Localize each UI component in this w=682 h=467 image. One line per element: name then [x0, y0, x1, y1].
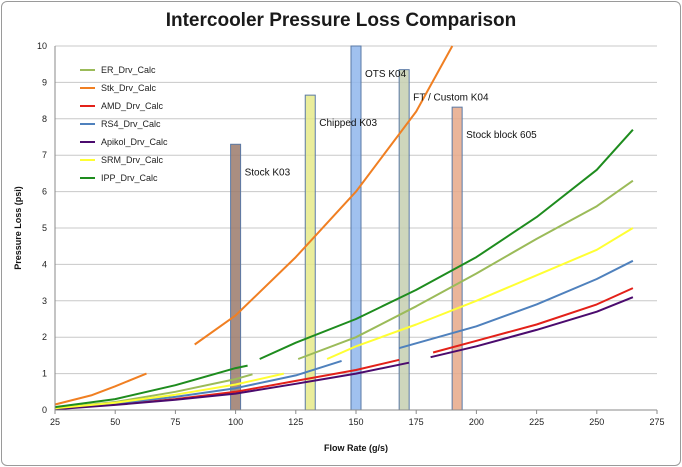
series-line-rs4-drv-calc [399, 259, 634, 350]
y-tick-label: 4 [42, 259, 47, 269]
y-axis-label: Pressure Loss (psi) [13, 186, 23, 270]
legend-label: IPP_Drv_Calc [101, 173, 158, 183]
series-line-apikol-drv-calc [430, 296, 634, 359]
legend-label: SRM_Drv_Calc [101, 155, 164, 165]
chart-title: Intercooler Pressure Loss Comparison [165, 10, 517, 31]
x-tick-label: 125 [288, 417, 303, 427]
series-line-er-drv-calc [297, 179, 634, 360]
x-tick-label: 250 [589, 417, 604, 427]
bar-chipped-k03 [304, 94, 316, 411]
series-line-srm-drv-calc [54, 372, 285, 410]
bar-ots-k04 [350, 45, 362, 411]
x-tick-label: 25 [50, 417, 60, 427]
x-tick-label: 150 [348, 417, 363, 427]
x-tick-label: 275 [649, 417, 664, 427]
bar-label: Chipped K03 [319, 118, 377, 129]
bar-label: OTS K04 [365, 69, 407, 80]
y-tick-label: 6 [42, 187, 47, 197]
bar-stock-block-605 [451, 106, 463, 411]
y-tick-label: 0 [42, 405, 47, 415]
bar-stock-k03 [230, 143, 242, 411]
y-tick-label: 10 [37, 41, 47, 51]
series-line-srm-drv-calc [326, 227, 634, 360]
bar-label: Stock block 605 [466, 130, 537, 141]
x-tick-label: 75 [170, 417, 180, 427]
legend-label: RS4_Drv_Calc [101, 119, 161, 129]
series-line-apikol-drv-calc [54, 361, 410, 411]
series-line-ipp-drv-calc [259, 129, 634, 360]
x-axis-label: Flow Rate (g/s) [324, 443, 388, 453]
y-tick-label: 2 [42, 332, 47, 342]
series-line-amd-drv-calc [54, 358, 400, 410]
bar-label: FT / Custom K04 [413, 93, 489, 104]
y-tick-label: 1 [42, 369, 47, 379]
legend-label: Apikol_Drv_Calc [101, 137, 168, 147]
y-tick-label: 3 [42, 296, 47, 306]
x-tick-label: 200 [469, 417, 484, 427]
bar-ft-custom-k04 [398, 69, 410, 411]
series-line-stk-drv-calc [194, 45, 454, 346]
series-line-stk-drv-calc [54, 372, 147, 406]
legend-label: AMD_Drv_Calc [101, 101, 164, 111]
x-tick-label: 50 [110, 417, 120, 427]
series-line-amd-drv-calc [432, 287, 634, 354]
series-line-ipp-drv-calc [54, 364, 248, 409]
legend-label: Stk_Drv_Calc [101, 83, 157, 93]
y-tick-label: 5 [42, 223, 47, 233]
bar-label: Stock K03 [245, 167, 291, 178]
y-tick-label: 7 [42, 150, 47, 160]
y-tick-label: 8 [42, 114, 47, 124]
x-tick-label: 175 [409, 417, 424, 427]
y-tick-label: 9 [42, 77, 47, 87]
legend-label: ER_Drv_Calc [101, 65, 156, 75]
x-tick-label: 100 [228, 417, 243, 427]
x-tick-label: 225 [529, 417, 544, 427]
